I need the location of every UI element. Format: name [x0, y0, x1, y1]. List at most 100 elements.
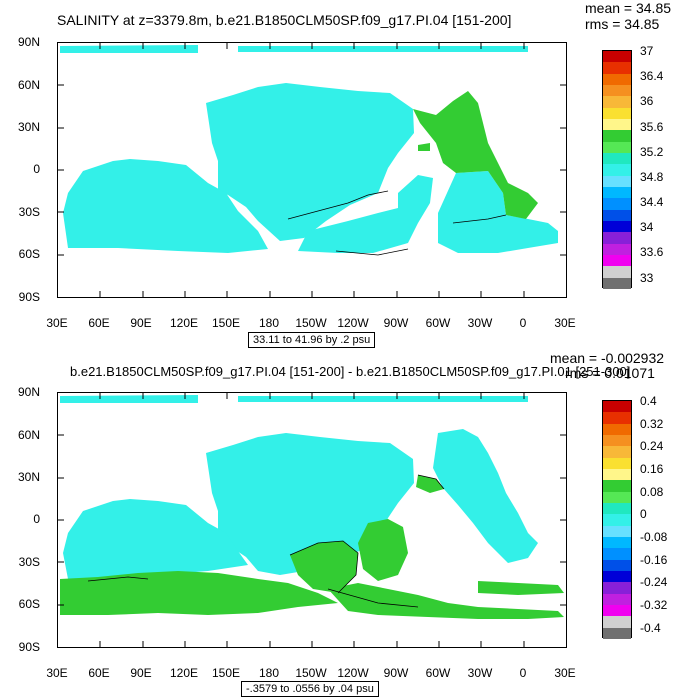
colorbar-cell	[603, 209, 631, 221]
p1-lon-60w: 60W	[425, 316, 451, 330]
p2-lat-90s: 90S	[18, 640, 40, 654]
colorbar-cell	[603, 130, 631, 142]
p2-lon-30e-end: 30E	[554, 666, 576, 680]
colorbar-cell	[603, 119, 631, 131]
colorbar-cell	[603, 503, 631, 515]
colorbar-cell	[603, 107, 631, 119]
colorbar-cell	[603, 164, 631, 176]
p1-lon-120w: 120W	[337, 316, 369, 330]
colorbar-label: 0.24	[640, 439, 664, 454]
panel2-map	[57, 392, 567, 648]
p2-lon-0: 0	[519, 666, 527, 680]
p2-lat-0: 0	[33, 512, 40, 526]
p2-lat-30s: 30S	[18, 555, 40, 569]
p2-lon-30e: 30E	[46, 666, 68, 680]
colorbar-label: 0.32	[640, 416, 664, 431]
panel2-colorbar	[602, 400, 632, 639]
colorbar-cell	[603, 457, 631, 469]
colorbar-cell	[603, 175, 631, 187]
p1-lon-90e: 90E	[130, 316, 152, 330]
colorbar-cell	[603, 96, 631, 108]
p1-lat-60s: 60S	[18, 247, 40, 261]
p2-lon-90w: 90W	[383, 666, 409, 680]
colorbar-label: 37	[640, 44, 654, 58]
p2-lon-90e: 90E	[130, 666, 152, 680]
p1-lat-30s: 30S	[18, 205, 40, 219]
colorbar-label: 36	[640, 94, 654, 109]
p1-arctic-strip	[60, 45, 528, 53]
p2-lon-60w: 60W	[425, 666, 451, 680]
p2-lon-150w: 150W	[295, 666, 327, 680]
colorbar-cell	[603, 435, 631, 447]
p2-lon-120e: 120E	[169, 666, 199, 680]
colorbar-cell	[603, 255, 631, 267]
colorbar-label: 33	[640, 270, 654, 285]
colorbar-cell	[603, 514, 631, 526]
colorbar-cell	[603, 62, 631, 74]
colorbar-cell	[603, 412, 631, 424]
p2-lon-30w: 30W	[467, 666, 493, 680]
panel1-map-canvas	[58, 43, 566, 297]
colorbar-label: -0.08	[640, 530, 668, 544]
p1-lon-0: 0	[519, 316, 527, 330]
p2-south-atlantic-band	[478, 581, 564, 595]
colorbar-cell	[603, 480, 631, 492]
p2-south-pacific-green	[290, 541, 358, 593]
p1-lon-180: 180	[258, 316, 280, 330]
p1-lat-90n: 90N	[17, 35, 40, 49]
p2-lat-30n: 30N	[17, 470, 40, 484]
p2-greenland-green	[416, 475, 444, 493]
p1-lon-150w: 150W	[295, 316, 327, 330]
p2-indian	[63, 499, 248, 579]
panel1-rms: rms = 34.85	[585, 16, 660, 32]
colorbar-label: 34	[640, 220, 654, 235]
colorbar-label: 0	[640, 507, 647, 522]
colorbar-label: -0.24	[640, 575, 668, 590]
panel1-map	[57, 42, 567, 298]
panel1-mean: mean = 34.85	[585, 0, 672, 16]
colorbar-label: -0.32	[640, 598, 668, 612]
colorbar-cell	[603, 548, 631, 560]
colorbar-cell	[603, 616, 631, 628]
p1-lon-120e: 120E	[169, 316, 199, 330]
p2-lon-60e: 60E	[88, 666, 110, 680]
p1-indian	[63, 159, 268, 253]
panel2-title: b.e21.B1850CLM50SP.f09_g17.PI.04 [151-20…	[70, 364, 631, 379]
p1-lat-0: 0	[33, 162, 40, 176]
p1-lat-90s: 90S	[18, 290, 40, 304]
colorbar-label: 35.6	[640, 119, 664, 134]
colorbar-cell	[603, 525, 631, 537]
p1-lat-30n: 30N	[17, 120, 40, 134]
colorbar-label: 33.6	[640, 245, 664, 260]
colorbar-cell	[603, 423, 631, 435]
panel2-rms: rms = 0.01071	[565, 365, 655, 381]
p2-atlantic-green	[358, 519, 408, 581]
p2-lat-60s: 60S	[18, 597, 40, 611]
p1-lon-30e-end: 30E	[554, 316, 576, 330]
p1-lon-60e: 60E	[88, 316, 110, 330]
p1-lat-60n: 60N	[17, 78, 40, 92]
colorbar-cell	[603, 582, 631, 594]
colorbar-cell	[603, 51, 631, 63]
p1-lon-150e: 150E	[211, 316, 241, 330]
colorbar-cell	[603, 401, 631, 413]
colorbar-cell	[603, 277, 631, 289]
p2-lon-120w: 120W	[337, 666, 369, 680]
p1-lon-30w: 30W	[467, 316, 493, 330]
p1-atlantic	[438, 171, 558, 253]
p1-green-speck	[418, 143, 430, 151]
p2-north-atlantic	[433, 429, 538, 563]
colorbar-cell	[603, 198, 631, 210]
colorbar-cell	[603, 627, 631, 639]
colorbar-cell	[603, 232, 631, 244]
panel2-range-note: -.3579 to .0556 by .04 psu	[241, 681, 379, 697]
colorbar-cell	[603, 141, 631, 153]
p2-arctic-strip	[60, 395, 528, 403]
colorbar-label: -0.4	[640, 620, 661, 635]
colorbar-cell	[603, 605, 631, 617]
p2-lon-180: 180	[258, 666, 280, 680]
colorbar-cell	[603, 537, 631, 549]
p1-pacific	[206, 83, 414, 241]
colorbar-label: -0.16	[640, 552, 668, 567]
colorbar-cell	[603, 187, 631, 199]
